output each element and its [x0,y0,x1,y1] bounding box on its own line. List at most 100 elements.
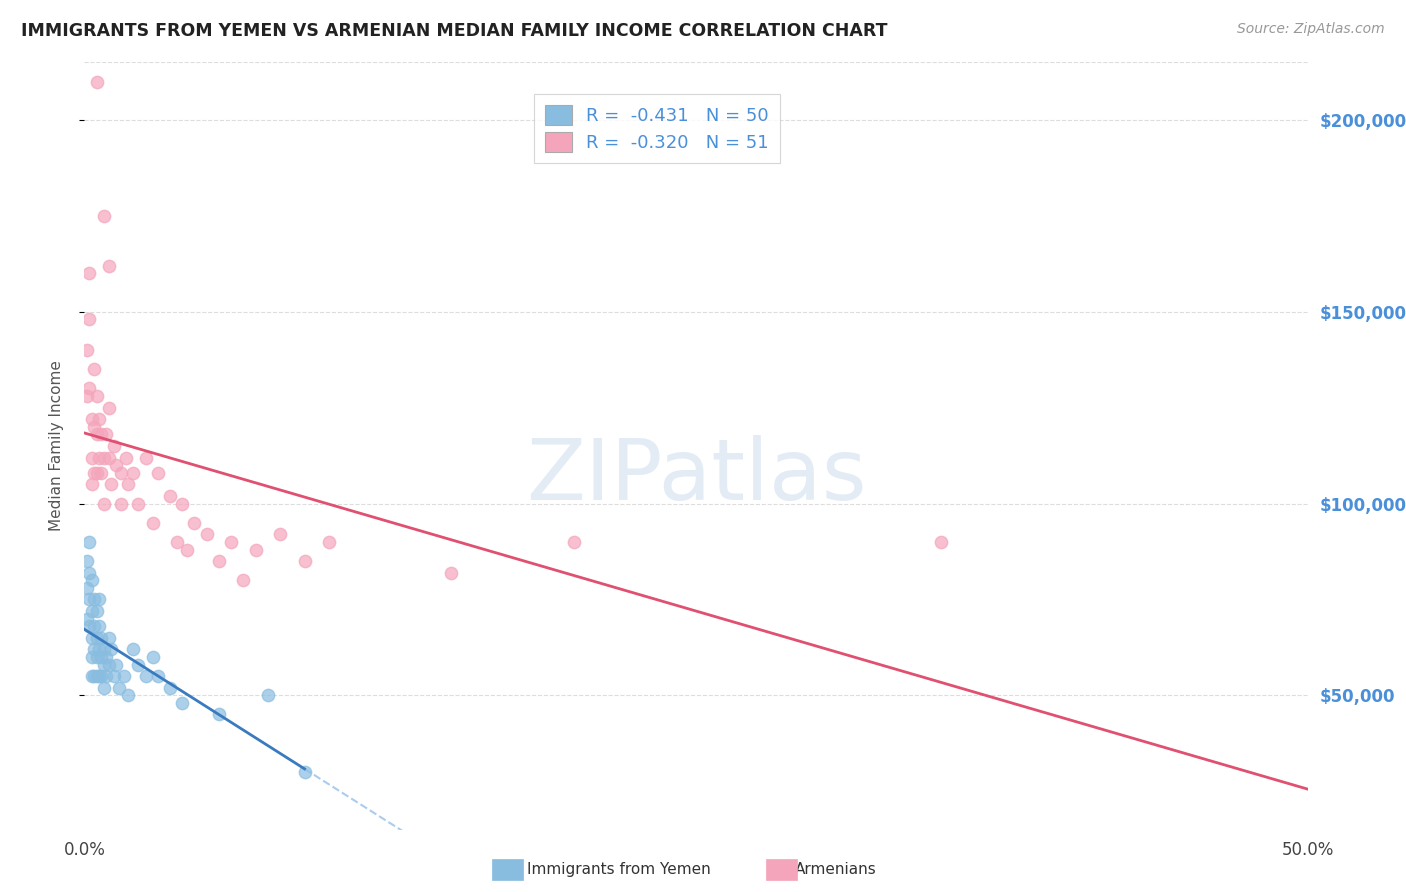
Point [90,669,112,683]
Point [110,496,132,510]
Point [87,642,110,657]
Point [105,458,128,473]
Point [93,657,115,672]
Point [257,689,280,703]
Point [103,669,125,683]
Point [269,527,291,541]
Point [77,312,100,326]
Point [80,631,103,645]
Point [105,657,128,672]
Point [97,450,120,465]
Point [103,439,125,453]
Point [127,657,149,672]
Point [76,581,98,595]
Point [195,527,218,541]
Point [80,669,103,683]
Point [166,534,188,549]
Point [83,362,105,376]
Point [83,419,105,434]
Point [77,592,100,607]
Point [232,573,254,587]
Point [208,707,231,722]
Point [183,516,205,530]
Point [142,649,165,664]
Point [93,496,115,510]
Point [100,477,122,491]
Point [127,496,149,510]
Point [86,604,108,618]
Point [110,466,132,480]
Point [172,496,194,510]
Text: Immigrants from Yemen: Immigrants from Yemen [527,863,711,877]
Point [86,389,108,403]
Point [83,466,105,480]
Point [96,649,118,664]
Point [97,631,120,645]
Point [87,592,110,607]
Point [90,466,112,480]
Point [294,765,316,780]
Point [86,466,108,480]
Point [176,542,198,557]
Point [80,649,103,664]
Point [80,450,103,465]
Point [90,631,112,645]
Point [77,381,100,395]
Point [96,669,118,683]
Point [87,412,110,426]
Point [83,669,105,683]
Point [77,619,100,633]
Point [117,689,139,703]
Point [83,642,105,657]
Point [245,542,267,557]
Point [93,209,115,223]
Point [93,450,115,465]
Point [87,669,110,683]
Point [929,534,952,549]
Point [93,642,115,657]
Text: ZIPatlas: ZIPatlas [526,435,866,518]
Point [440,566,463,580]
Point [135,669,157,683]
Point [142,516,165,530]
Text: Source: ZipAtlas.com: Source: ZipAtlas.com [1237,22,1385,37]
Point [83,619,105,633]
Point [135,450,157,465]
Point [76,389,98,403]
Point [77,566,100,580]
Point [80,604,103,618]
Point [76,612,98,626]
Point [86,669,108,683]
Point [100,642,122,657]
Point [93,681,115,695]
Point [159,489,181,503]
Point [77,534,100,549]
Point [87,619,110,633]
Point [83,592,105,607]
Point [208,554,231,568]
Point [117,477,139,491]
Point [97,259,120,273]
Point [86,427,108,442]
Text: IMMIGRANTS FROM YEMEN VS ARMENIAN MEDIAN FAMILY INCOME CORRELATION CHART: IMMIGRANTS FROM YEMEN VS ARMENIAN MEDIAN… [21,22,887,40]
Point [146,669,169,683]
Point [97,401,120,415]
Point [107,681,129,695]
Point [80,412,103,426]
Point [96,427,118,442]
Point [122,466,145,480]
Point [80,477,103,491]
Point [97,657,120,672]
Point [86,631,108,645]
Point [219,534,242,549]
Point [80,573,103,587]
Point [90,649,112,664]
Point [318,534,340,549]
Point [294,554,316,568]
Point [562,534,585,549]
Point [90,427,112,442]
Text: Armenians: Armenians [794,863,876,877]
Point [159,681,181,695]
Point [87,450,110,465]
Point [112,669,135,683]
